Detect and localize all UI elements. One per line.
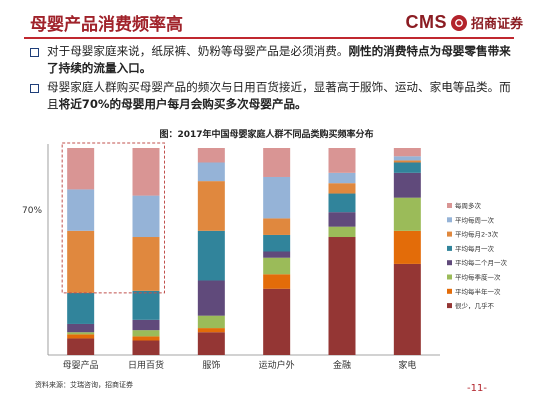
page-title: 母婴产品消费频率高 [30,15,183,35]
annotation-label: 70% [22,206,42,216]
bar-segment [263,274,291,289]
bar-segment [132,330,160,337]
bar-segment [328,148,356,173]
x-tick-label: 运动户外 [259,359,295,371]
bar-segment [132,237,160,291]
legend-label: 平均每月一次 [455,244,495,253]
bar-segment [67,332,95,335]
bullet-text-bold: 刚性的消费特点为母婴零售带来了持续的流量入口。 [47,44,511,75]
chart-title: 图：2017年中国母婴家庭人群不同品类购买频率分布 [159,130,374,140]
legend-swatch [447,203,452,208]
legend-swatch [447,303,452,309]
bar-segment [328,172,356,184]
bar-segment [393,172,421,198]
bar-segment [67,292,95,324]
bar-segment [263,176,291,219]
x-tick-label: 母婴产品 [63,359,99,371]
bullet-text-bold: 将近70%的母婴用户每月会购买多次母婴产品。 [58,97,307,111]
legend-label: 平均每二个月一次 [455,258,508,267]
x-tick-label: 服饰 [202,359,220,371]
bar-segment [132,290,160,320]
title-divider [24,37,514,39]
bar-segment [263,257,291,275]
bar-segment [197,280,225,316]
bar-segment [197,328,225,333]
legend-label: 平均每半年一次 [455,287,501,296]
bullet-square-icon [30,84,39,93]
bar-segment [328,183,356,194]
bullet-text: 母婴家庭人群购买母婴产品的频次与日用百货接近，显著高于服饰、运动、家电等品类。而… [47,79,520,113]
legend-swatch [447,217,452,223]
bar-segment [393,263,421,355]
bar-segment [197,148,225,163]
bar-segment [132,340,160,355]
bar-segment [132,319,160,331]
bullet-list: 对于母婴家庭来说，纸尿裤、奶粉等母婴产品是必须消费。刚性的消费特点为母婴零售带来… [30,43,520,115]
logo-text: CMS [405,12,447,32]
bar-segment [197,315,225,329]
bar-segment [328,237,356,355]
brand-logo: CMS 招商证券 [405,12,523,33]
bullet-square-icon [30,48,39,57]
bar-segment [393,162,421,173]
x-tick-label: 家电 [398,359,416,371]
bar-segment [263,251,291,258]
bar-segment [197,332,225,355]
page-number: -11- [467,383,487,394]
bullet-text: 对于母婴家庭来说，纸尿裤、奶粉等母婴产品是必须消费。刚性的消费特点为母婴零售带来… [47,43,520,77]
legend-label: 很少，几乎不 [455,301,495,310]
bar-segment [132,195,160,238]
bar-segment [393,197,421,231]
legend-label: 每周多次 [455,201,482,210]
bar-segment [263,148,291,177]
legend-swatch [447,231,452,237]
bar-segment [263,218,291,235]
bar-segment [132,336,160,341]
bar-segment [328,226,356,238]
bar-segment [67,189,95,231]
bar-segment [393,156,421,161]
bar-segment [328,193,356,213]
bullet-text-normal: 对于母婴家庭来说，纸尿裤、奶粉等母婴产品是必须消费。 [47,44,349,58]
bar-segment [393,160,421,163]
bullet-item: 对于母婴家庭来说，纸尿裤、奶粉等母婴产品是必须消费。刚性的消费特点为母婴零售带来… [30,43,520,77]
bar-segment [328,212,356,227]
legend-swatch [447,260,452,266]
bar-segment [393,230,421,264]
bar-segment [67,334,95,339]
bar-segment [132,148,160,196]
logo-company-name: 招商证券 [470,17,523,32]
bar-segment [67,338,95,355]
x-tick-label: 金融 [333,359,351,371]
x-tick-label: 日用百货 [128,359,164,371]
bar-segment [197,162,225,182]
bar-segment [197,230,225,281]
source-note: 资料来源：艾瑞咨询，招商证券 [35,381,133,389]
highlight-dashed-box [61,142,166,294]
bar-segment [197,181,225,231]
bar-segment [67,148,95,190]
legend-swatch [447,288,452,294]
legend-swatch [447,274,452,280]
bar-segment [67,323,95,333]
logo-seal-icon [450,14,467,31]
bar-segment [263,288,291,355]
bar-segment [263,234,291,252]
legend-label: 平均每周一次 [455,215,495,224]
legend-label: 平均每季度一次 [455,273,501,282]
bar-segment [67,230,95,293]
legend-swatch [447,245,452,251]
bullet-text-normal: 母婴家庭人群购买母婴产品的频次与日用百货接近，显著高于服饰、运动、家电等品类。而… [47,80,511,111]
bar-segment [393,148,421,157]
bullet-item: 母婴家庭人群购买母婴产品的频次与日用百货接近，显著高于服饰、运动、家电等品类。而… [30,79,520,113]
legend-label: 平均每月2-3次 [455,230,499,239]
